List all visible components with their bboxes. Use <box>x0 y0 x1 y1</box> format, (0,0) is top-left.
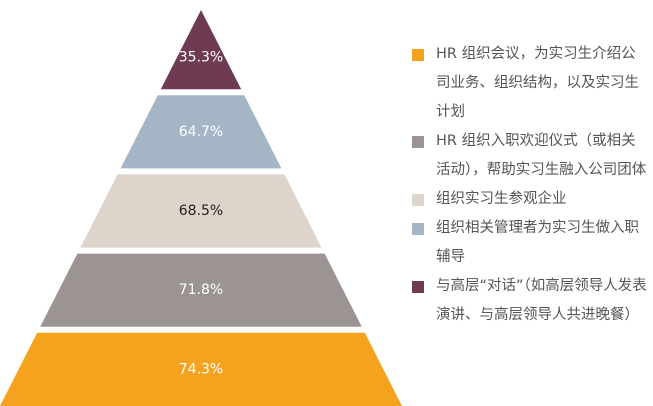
pyramid: 74.3% 71.8% 68.5% 64.7% 35.3% <box>0 10 402 406</box>
value-label: 68.5% <box>179 203 223 219</box>
legend-swatch <box>412 281 424 293</box>
legend-item: HR 组织会议，为实习生介绍公司业务、组织结构，以及实习生计划 <box>412 40 648 127</box>
legend-label: HR 组织会议，为实习生介绍公司业务、组织结构，以及实习生计划 <box>436 46 639 120</box>
pyramid-layer <box>0 332 402 406</box>
legend-label: HR 组织入职欢迎仪式（或相关活动），帮助实习生融入公司团体 <box>436 133 647 178</box>
value-label: 35.3% <box>179 50 223 66</box>
legend-swatch <box>412 136 424 148</box>
legend-label: 与高层“对话”（如高层领导人发表演讲、与高层领导人共进晚餐） <box>436 278 647 323</box>
legend-swatch <box>412 194 424 206</box>
legend-item: 组织实习生参观企业 <box>412 185 648 214</box>
pyramid-layer <box>160 10 242 90</box>
value-label: 71.8% <box>179 282 223 298</box>
legend: HR 组织会议，为实习生介绍公司业务、组织结构，以及实习生计划 HR 组织入职欢迎… <box>412 40 648 330</box>
pyramid-layer <box>40 253 362 327</box>
legend-item: 与高层“对话”（如高层领导人发表演讲、与高层领导人共进晚餐） <box>412 272 648 330</box>
legend-label: 组织实习生参观企业 <box>436 191 567 207</box>
value-label: 74.3% <box>179 361 223 377</box>
legend-item: 组织相关管理者为实习生做入职辅导 <box>412 214 648 272</box>
legend-item: HR 组织入职欢迎仪式（或相关活动），帮助实习生融入公司团体 <box>412 127 648 185</box>
value-label: 64.7% <box>179 124 223 140</box>
legend-label: 组织相关管理者为实习生做入职辅导 <box>436 220 639 265</box>
legend-swatch <box>412 49 424 61</box>
pyramid-layer <box>120 95 282 169</box>
pyramid-layer <box>80 174 322 248</box>
legend-swatch <box>412 223 424 235</box>
